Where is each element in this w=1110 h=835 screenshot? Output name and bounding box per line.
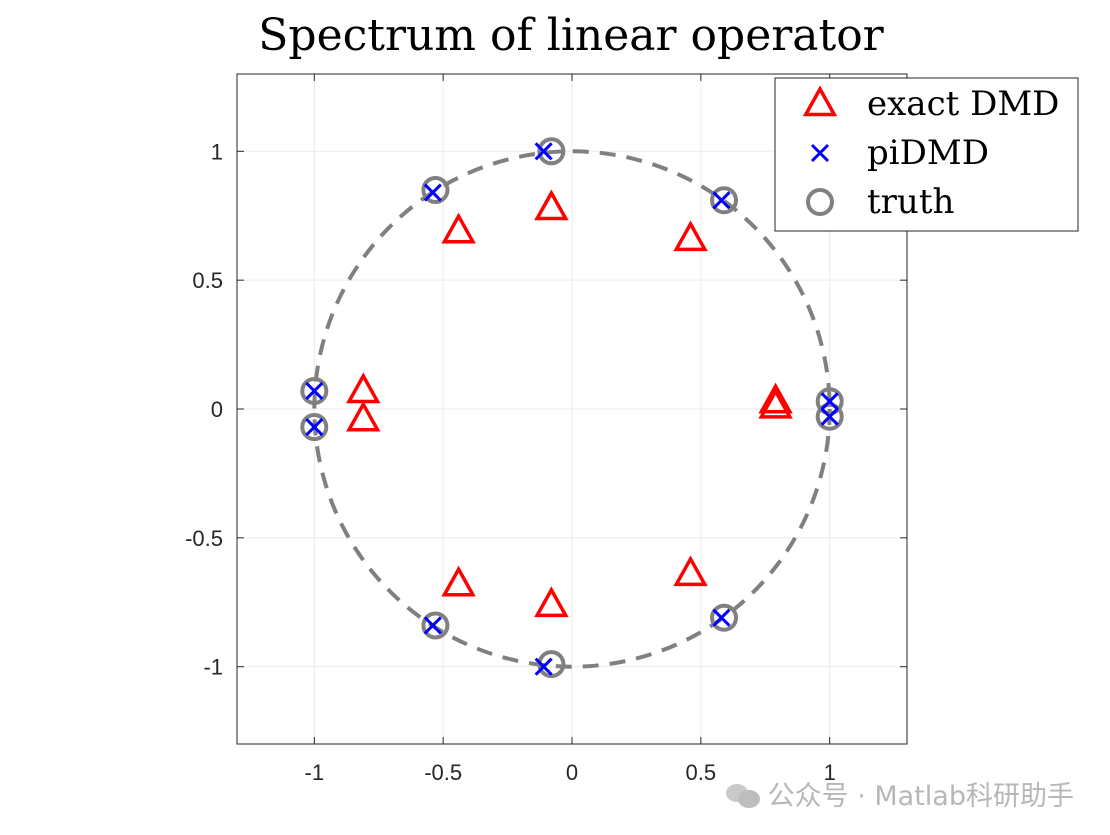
exact-dmd-point-8 [758,382,793,414]
watermark-text: 公众号 · Matlab科研助手 [767,781,1074,812]
exact-dmd-point-1 [534,586,569,618]
wechat-icon [725,780,760,808]
x-tick-label-0: -1 [305,760,325,785]
pidmd-point-5-stroke-b [712,608,731,627]
truth-point-8 [815,387,844,416]
exact-dmd-point-7 [346,400,381,432]
watermark: 公众号 · Matlab科研助手 [725,774,1074,813]
truth-point-0 [537,137,566,166]
truth-point-9 [815,402,844,431]
pidmd-point-5 [712,608,731,627]
x-tick-label-2: 0 [566,760,578,785]
y-tick-label-0: -1 [203,655,223,680]
x-tick-label-4: 1 [824,760,836,785]
truth-point-3 [421,611,450,640]
legend: exact DMD piDMD truth [774,77,1079,232]
unit-circle-reference [312,149,832,669]
pidmd-point-3-stroke-b [423,616,442,635]
y-tick-label-2: 0 [211,397,223,422]
y-tick-label-3: 0.5 [192,268,223,293]
pidmd-point-4 [712,191,731,210]
series-truth [300,137,844,679]
pidmd-point-1-stroke-b [534,657,553,676]
legend-label-truth: truth [867,182,954,222]
series-exact-dmd [346,189,793,618]
exact-dmd-point-3 [441,565,476,597]
exact-dmd-point-5 [673,555,708,587]
legend-label-pidmd: piDMD [867,133,989,173]
x-tick-label-1: -0.5 [424,760,462,785]
y-tick-label-1: -0.5 [185,526,223,551]
truth-point-2 [421,175,450,204]
legend-marker-truth [806,188,834,216]
legend-label-exact-dmd: exact DMD [867,84,1059,124]
pidmd-point-2-stroke-b [423,183,442,202]
y-tick-label-4: 1 [211,139,223,164]
pidmd-point-9 [820,407,839,426]
pidmd-point-8-stroke-b [820,392,839,411]
x-tick-label-3: 0.5 [686,760,717,785]
pidmd-point-7 [305,417,324,437]
legend-box [774,77,1079,232]
chart-title: Spectrum of linear operator [258,10,884,61]
pidmd-point-9-stroke-b [820,407,839,426]
pidmd-point-0-stroke-b [534,142,553,161]
legend-marker-exact-dmd [802,85,838,117]
pidmd-point-7-stroke-b [305,417,324,437]
truth-point-6 [300,376,329,405]
exact-dmd-point-0 [534,189,569,221]
truth-point-4 [710,186,739,215]
pidmd-point-2 [423,183,442,202]
pidmd-point-8 [820,392,839,411]
legend-marker-pidmd-stroke-b [810,143,830,163]
pidmd-point-6 [305,381,324,401]
exact-dmd-point-9 [758,387,793,419]
legend-marker-pidmd [810,143,830,163]
truth-point-7 [300,413,329,442]
series-pidmd [305,142,839,676]
pidmd-point-3 [423,616,442,635]
pidmd-point-1 [534,657,553,676]
pidmd-point-6-stroke-b [305,381,324,401]
truth-point-5 [710,603,739,632]
exact-dmd-point-2 [441,212,476,244]
pidmd-point-0 [534,142,553,161]
exact-dmd-point-4 [673,220,708,252]
pidmd-point-4-stroke-b [712,191,731,210]
